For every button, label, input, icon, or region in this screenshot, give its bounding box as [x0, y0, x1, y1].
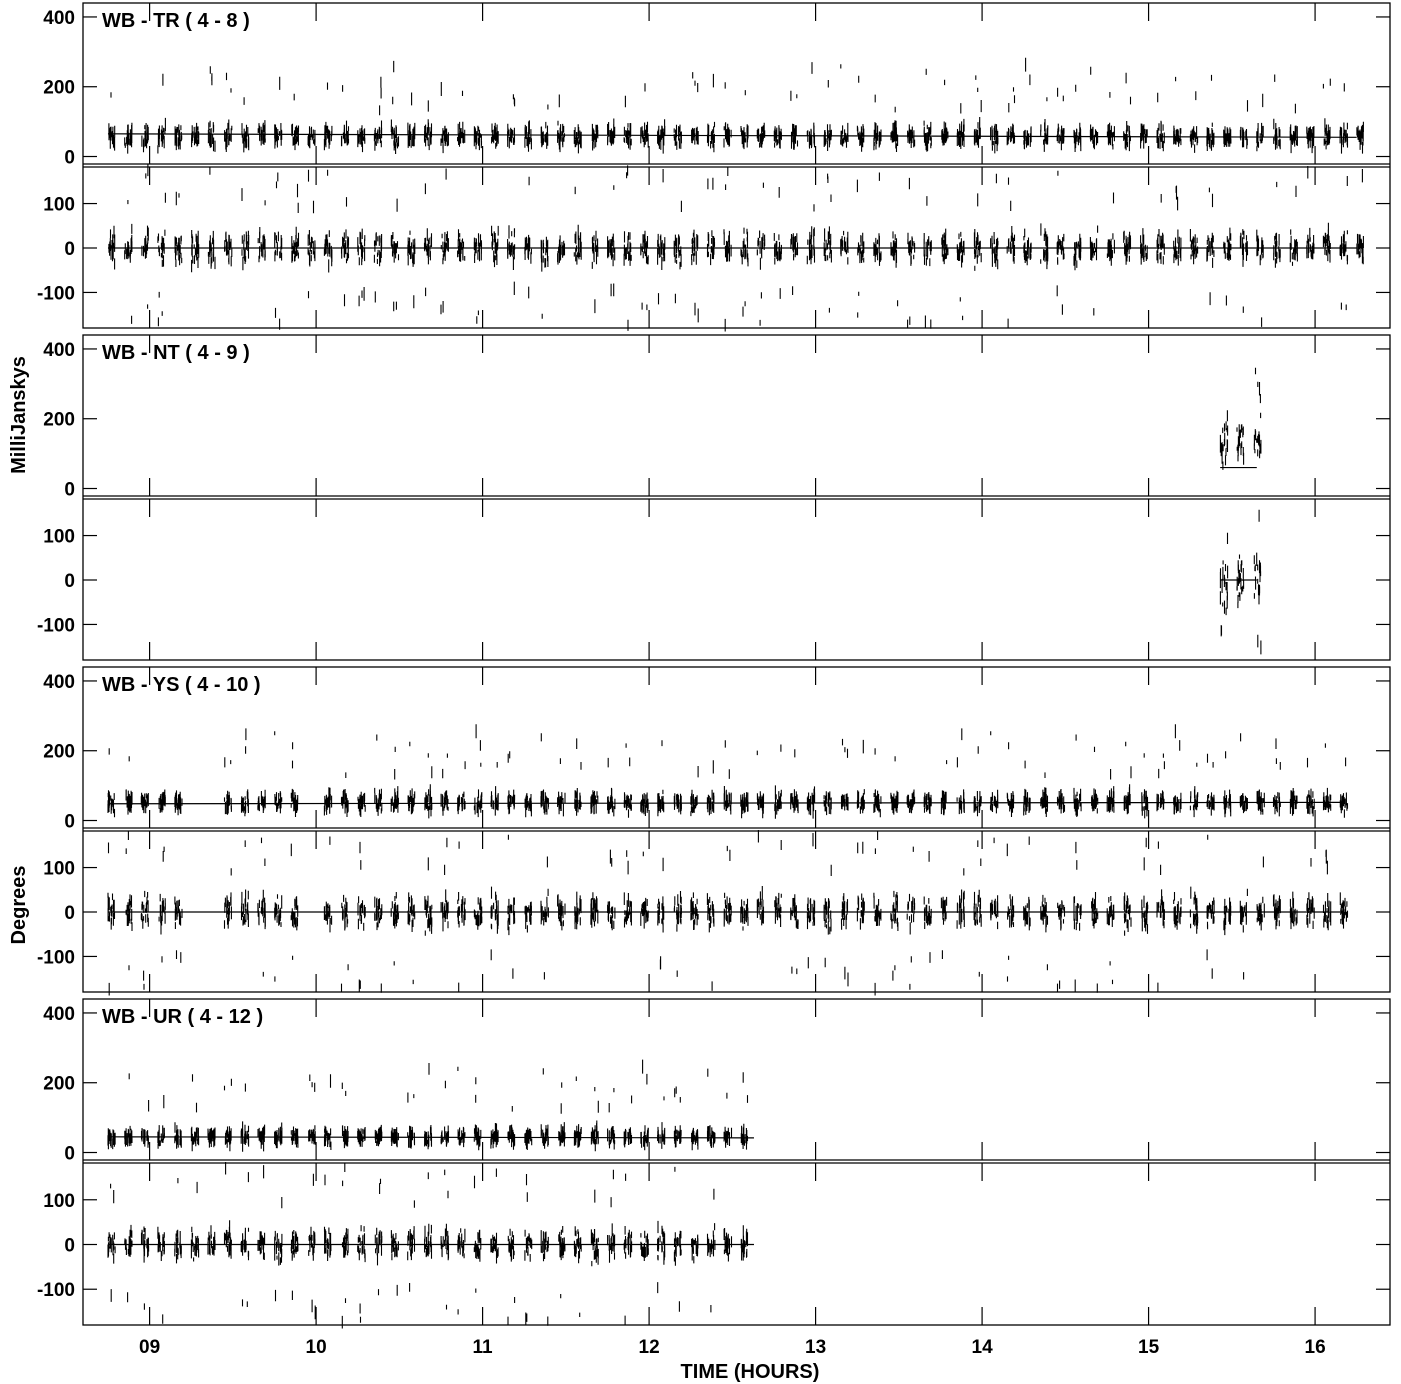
data-points [108, 57, 1364, 332]
panel-frame [82, 998, 1391, 1326]
x-tick-label: 12 [639, 1337, 660, 1358]
panel-frame [82, 2, 1391, 329]
x-tick-label: 13 [805, 1337, 826, 1358]
amplitude-points [1219, 367, 1262, 470]
y-tick-label: 400 [43, 340, 75, 361]
x-tick-label: 16 [1305, 1337, 1326, 1358]
phase-points [1219, 509, 1262, 655]
y-tick-label: -100 [37, 283, 75, 304]
y-tick-label: 200 [43, 742, 75, 763]
panel-frame [82, 334, 1391, 661]
y-tick-label: 0 [64, 148, 75, 169]
y-tick-label: -100 [37, 1280, 75, 1301]
y-tick-label: 100 [43, 1191, 75, 1212]
y-tick-label: -100 [37, 615, 75, 636]
panel-1: WB - TR ( 4 - 8 ) 0 200 400 -100 0 100 [37, 2, 1391, 332]
y-tick-label: 200 [43, 410, 75, 431]
y-tick-label: 200 [43, 78, 75, 99]
y-tick-label: -100 [37, 947, 75, 968]
y-axis-title-amplitude: MilliJanskys [8, 356, 30, 474]
amplitude-points [107, 724, 1349, 819]
y-tick-label: 0 [64, 239, 75, 260]
y-tick-label: 400 [43, 8, 75, 29]
phase-points [108, 164, 1364, 332]
y-tick-label: 100 [43, 527, 75, 548]
amplitude-points [108, 57, 1364, 154]
y-axis-title-phase: Degrees [8, 866, 30, 945]
y-tick-label: 200 [43, 1074, 75, 1095]
y-tick-label: 100 [43, 859, 75, 880]
panel-4: WB - UR ( 4 - 12 ) 0 200 400 -100 0 100 [37, 998, 1391, 1329]
amplitude-model-line [107, 1136, 754, 1139]
x-axis: 09 10 11 12 13 14 15 16 [139, 1337, 1326, 1358]
phase-points [107, 1162, 749, 1329]
y-tick-label: 100 [43, 195, 75, 216]
panel-title: WB - YS ( 4 - 10 ) [102, 674, 261, 696]
y-tick-label: 0 [64, 1144, 75, 1165]
x-tick-label: 09 [139, 1337, 160, 1358]
y-tick-label: 400 [43, 1004, 75, 1025]
panel-2: WB - NT ( 4 - 9 ) 0 200 400 -100 0 100 [37, 334, 1391, 661]
data-points [1219, 367, 1262, 655]
x-tick-label: 10 [306, 1337, 327, 1358]
x-axis-title: TIME (HOURS) [681, 1361, 820, 1383]
panel-frame [82, 666, 1391, 993]
panel-title: WB - UR ( 4 - 12 ) [102, 1006, 263, 1028]
panel-title: WB - TR ( 4 - 8 ) [102, 10, 250, 32]
panel-3: WB - YS ( 4 - 10 ) 0 200 400 -100 0 100 [37, 666, 1391, 996]
y-tick-label: 0 [64, 812, 75, 833]
amplitude-model-line [107, 133, 1357, 138]
x-tick-label: 11 [473, 1337, 494, 1358]
x-tick-label: 14 [972, 1337, 994, 1358]
data-points [107, 724, 1349, 996]
y-tick-label: 0 [64, 1236, 75, 1257]
x-tick-label: 15 [1138, 1337, 1160, 1358]
phase-points [107, 830, 1349, 996]
data-points [107, 1059, 749, 1329]
amplitude-model-line [107, 801, 1341, 805]
y-tick-label: 0 [64, 903, 75, 924]
panel-title: WB - NT ( 4 - 9 ) [102, 342, 250, 364]
y-tick-label: 0 [64, 571, 75, 592]
y-tick-label: 400 [43, 672, 75, 693]
y-tick-label: 0 [64, 480, 75, 501]
